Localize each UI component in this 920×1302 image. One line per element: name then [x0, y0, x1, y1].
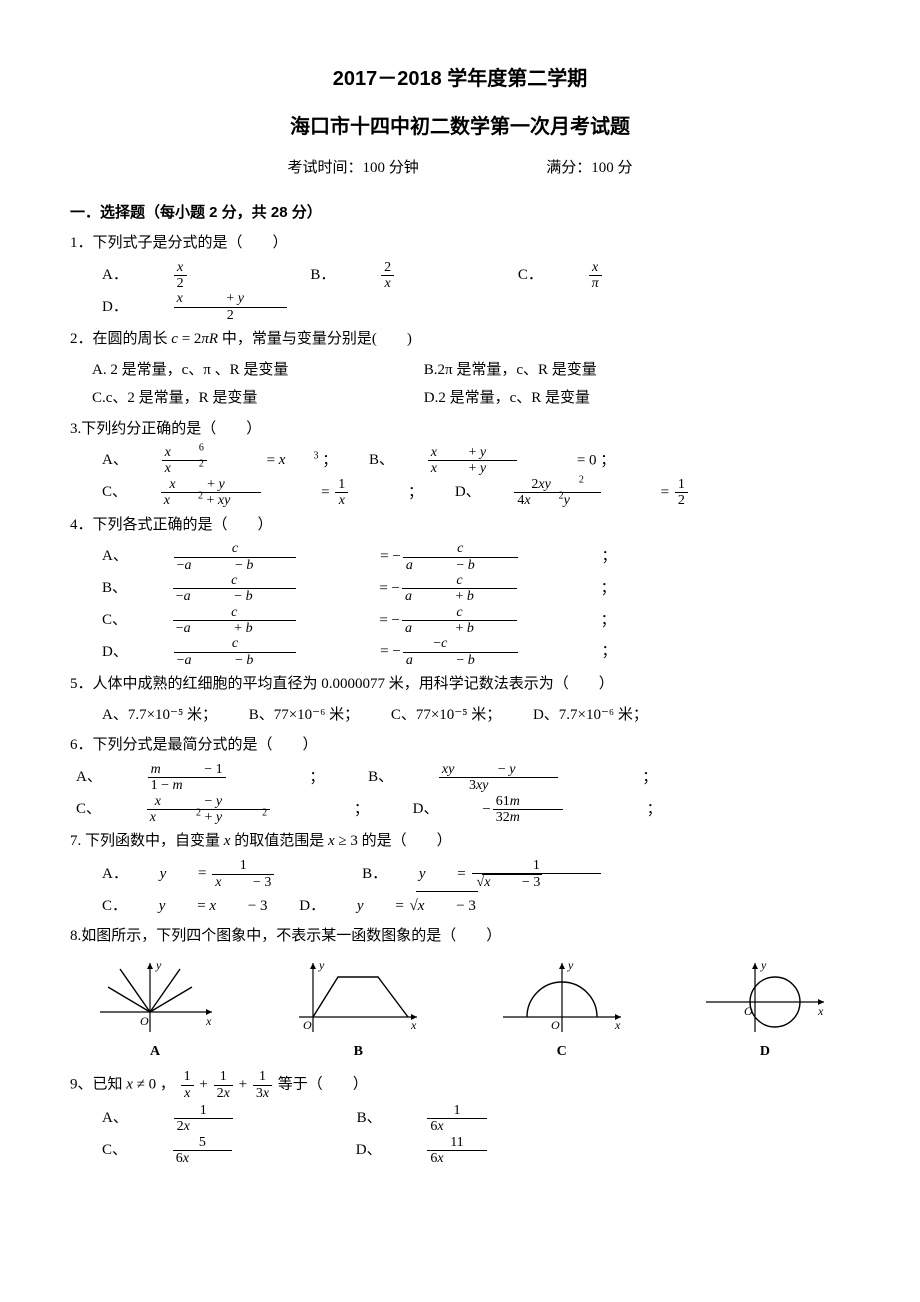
q3-opt-c: C、 x + yx2 + xy = 1x ； [102, 477, 423, 509]
question-9-options: A、 12x B、 16x C、 56x D、 116x [102, 1103, 850, 1167]
svg-text:y: y [760, 958, 767, 972]
q6-opt-d: D、 −61m32m ； [413, 794, 662, 826]
question-4-stem: 4．下列各式正确的是（ ） [70, 511, 850, 540]
svg-text:x: x [205, 1014, 212, 1028]
graph-a: O x y A [90, 957, 220, 1066]
svg-text:y: y [155, 958, 162, 972]
question-8-graphs: O x y A O x y B O x y C [90, 957, 830, 1066]
graph-c-svg: O x y [497, 957, 627, 1037]
exam-info: 考试时间：100 分钟 满分：100 分 [70, 154, 850, 183]
question-1-options: A． x2 B． 2x C． xπ D． x + y2 [102, 260, 850, 324]
section-heading: 一．选择题（每小题 2 分，共 28 分） [70, 199, 850, 228]
graph-b-svg: O x y [293, 957, 423, 1037]
q6-opt-b: B、 xy − y3xy ； [368, 762, 657, 794]
q7-opt-a: A． y = 1x − 3 [102, 858, 330, 890]
svg-text:x: x [410, 1018, 417, 1032]
question-6-stem: 6．下列分式是最简分式的是（ ） [70, 731, 850, 760]
q4-opt-b: B、 c−a − b = −ca + b ； [102, 573, 616, 605]
q5-opt-c: C、77×10⁻⁵ 米； [391, 701, 501, 730]
svg-text:O: O [551, 1018, 560, 1032]
q5-opt-d: D、7.7×10⁻⁶ 米； [533, 701, 648, 730]
svg-text:y: y [318, 958, 325, 972]
q3-opt-a: A、 x6x2 = x3 ； [102, 445, 337, 477]
svg-text:O: O [303, 1018, 312, 1032]
page-title-1: 2017－2018 学年度第二学期 [70, 60, 850, 98]
question-7-options: A． y = 1x − 3 B． y = 1x − 3 C． y = x − 3… [102, 858, 850, 920]
q9-opt-a: A、 12x [102, 1103, 313, 1135]
q6-opt-a: A、 m − 11 − m ； [76, 762, 324, 794]
exam-time: 考试时间：100 分钟 [287, 154, 418, 183]
q1-opt-d: D． x + y2 [102, 291, 367, 323]
graph-b-label: B [354, 1044, 363, 1059]
q2-opt-a: A. 2 是常量，c、π 、R 是变量 [92, 356, 392, 385]
q5-opt-b: B、77×10⁻⁶ 米； [249, 701, 359, 730]
question-2-options: A. 2 是常量，c、π 、R 是变量 B.2π 是常量，c、R 是变量 C.c… [92, 356, 850, 413]
q9-opt-c: C、 56x [102, 1135, 312, 1167]
svg-text:x: x [817, 1004, 824, 1018]
graph-d-svg: O x y [700, 957, 830, 1037]
svg-text:x: x [614, 1018, 621, 1032]
q2-opt-b: B.2π 是常量，c、R 是变量 [424, 356, 597, 385]
question-5-options: A、7.7×10⁻⁵ 米； B、77×10⁻⁶ 米； C、77×10⁻⁵ 米； … [102, 701, 850, 730]
q7-opt-c: C． y = x − 3 [102, 892, 268, 921]
graph-a-svg: O x y [90, 957, 220, 1037]
graph-d-label: D [760, 1044, 770, 1059]
q3-opt-b: B、 x + yx + y = 0 ； [369, 445, 615, 477]
graph-b: O x y B [293, 957, 423, 1066]
question-3-options: A、 x6x2 = x3 ； B、 x + yx + y = 0 ； C、 x … [102, 445, 850, 509]
question-3-stem: 3.下列约分正确的是（ ） [70, 415, 850, 444]
svg-text:O: O [140, 1014, 149, 1028]
q3-opt-d: D、 2xy24x2y = 12 [455, 477, 744, 509]
q9-opt-b: B、 16x [357, 1103, 567, 1135]
graph-d: O x y D [700, 957, 830, 1066]
svg-text:y: y [567, 958, 574, 972]
graph-c-label: C [557, 1044, 567, 1059]
question-2-stem: 2．在圆的周长 c = 2πR 中，常量与变量分别是( ) [70, 325, 850, 354]
q7-opt-d: D． y = x − 3 [299, 891, 534, 921]
q2-opt-d: D.2 是常量，c、R 是变量 [424, 384, 590, 413]
question-9-stem: 9、已知 x ≠ 0 ， 1x + 12x + 13x 等于（ ） [70, 1069, 850, 1101]
q6-opt-c: C、 x − yx2 + y2 ； [76, 794, 369, 826]
svg-text:O: O [744, 1004, 753, 1018]
q5-opt-a: A、7.7×10⁻⁵ 米； [102, 701, 217, 730]
question-6-options: A、 m − 11 − m ； B、 xy − y3xy ； C、 x − yx… [76, 762, 850, 826]
q1-opt-c: C． xπ [518, 260, 682, 292]
q1-opt-b: B． 2x [310, 260, 474, 292]
graph-c: O x y C [497, 957, 627, 1066]
q4-opt-c: C、 c−a + b = −ca + b ； [102, 605, 362, 637]
graph-a-label: A [150, 1044, 160, 1059]
q4-opt-a: A、 c−a − b = −ca − b ； [102, 541, 362, 573]
question-7-stem: 7. 下列函数中，自变量 x 的取值范围是 x ≥ 3 的是（ ） [70, 827, 850, 856]
question-4-options: A、 c−a − b = −ca − b ； B、 c−a − b = −ca … [102, 541, 850, 668]
question-1-stem: 1．下列式子是分式的是（ ） [70, 229, 850, 258]
q2-opt-c: C.c、2 是常量，R 是变量 [92, 384, 392, 413]
q1-opt-a: A． x2 [102, 260, 267, 292]
full-score: 满分：100 分 [546, 154, 632, 183]
q9-opt-d: D、 116x [356, 1135, 567, 1167]
question-5-stem: 5．人体中成熟的红细胞的平均直径为 0.0000077 米，用科学记数法表示为（… [70, 670, 850, 699]
q4-opt-d: D、 c−a − b = −−ca − b ； [102, 636, 617, 668]
page-title-2: 海口市十四中初二数学第一次月考试题 [70, 108, 850, 146]
q7-opt-b: B． y = 1x − 3 [362, 858, 657, 891]
question-8-stem: 8.如图所示，下列四个图象中，不表示某一函数图象的是（ ） [70, 922, 850, 951]
